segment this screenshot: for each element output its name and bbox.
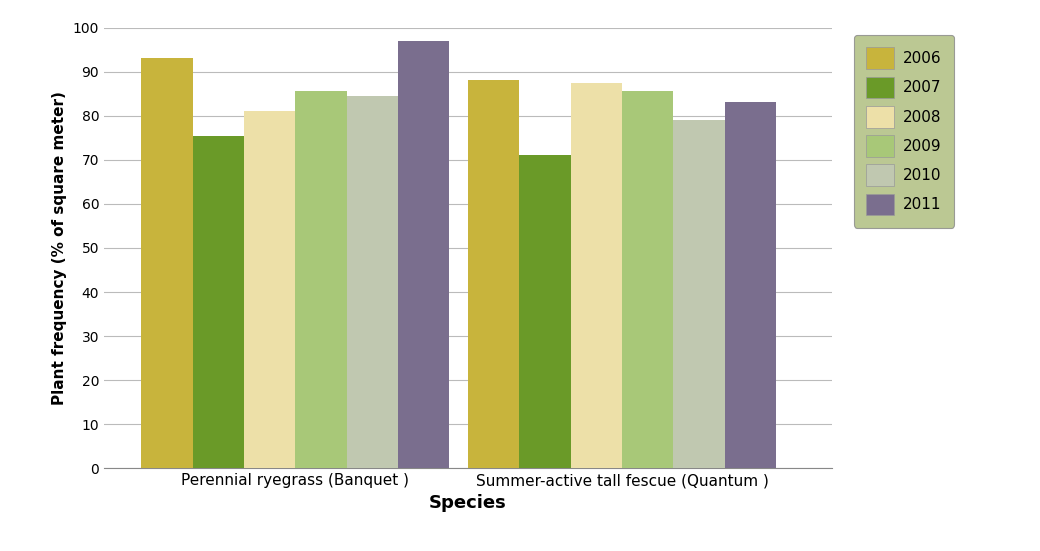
- Bar: [244, 111, 295, 468]
- Bar: [295, 91, 346, 468]
- X-axis label: Species: Species: [430, 494, 506, 512]
- Bar: [725, 102, 776, 468]
- Legend: 2006, 2007, 2008, 2009, 2010, 2011: 2006, 2007, 2008, 2009, 2010, 2011: [854, 35, 954, 228]
- Y-axis label: Plant frequency (% of square meter): Plant frequency (% of square meter): [52, 91, 68, 405]
- Bar: [192, 136, 244, 468]
- Bar: [673, 120, 725, 468]
- Bar: [468, 80, 519, 468]
- Bar: [141, 58, 192, 468]
- Bar: [398, 41, 449, 468]
- Bar: [346, 96, 398, 468]
- Bar: [519, 155, 571, 468]
- Bar: [571, 83, 622, 468]
- Bar: [622, 91, 673, 468]
